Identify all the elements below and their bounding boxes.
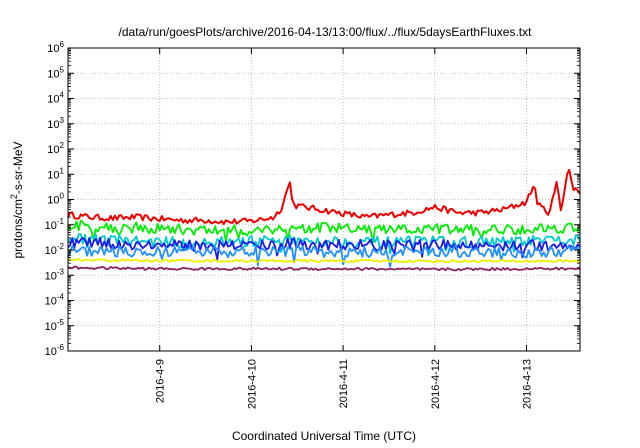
y-tick-label: 105 [47,65,64,80]
x-axis-label: Coordinated Universal Time (UTC) [232,429,416,443]
y-tick-label: 10-3 [45,267,65,282]
chart-title: /data/run/goesPlots/archive/2016-04-13/1… [119,25,533,39]
x-axis: 2016-4-9 2016-4-10 2016-4-11 2016-4-12 2016-… [155,48,534,409]
series-line-7 [67,265,581,272]
y-axis-label-main: protons/cm [11,199,25,258]
y-tick-label: 104 [47,91,64,106]
y-tick-label: 103 [47,116,64,131]
y-tick-label: 10-6 [45,343,65,358]
y-axis: 10-6 10-5 10-4 10-3 10-2 10-1 100 101 102 103 104 1… [45,40,580,358]
series-line-5 [67,244,581,268]
y-axis-label-tail: -s-sr-MeV [11,141,25,194]
y-tick-label: 10-5 [45,318,65,333]
grid-lines [68,48,580,351]
y-tick-label: 100 [47,192,64,207]
y-axis-label: protons/cm2-s-sr-MeV [9,141,25,258]
y-tick-label: 10-2 [45,242,65,257]
y-tick-label: 106 [47,40,64,55]
series-layer [67,168,581,272]
series-line-1 [67,168,581,226]
x-tick-label: 2016-4-9 [155,359,167,403]
y-tick-label: 102 [47,141,64,156]
y-axis-label-sup: 2 [9,194,19,199]
x-tick-label: 2016-4-13 [522,359,534,409]
x-tick-label: 2016-4-11 [338,359,350,408]
series-line-2 [67,219,581,243]
y-tick-label: 10-4 [45,293,65,308]
y-tick-label: 10-1 [45,217,65,232]
x-tick-label: 2016-4-12 [430,359,442,409]
series-line-6 [67,258,581,264]
y-tick-label: 101 [47,166,64,181]
x-tick-label: 2016-4-10 [246,359,258,409]
